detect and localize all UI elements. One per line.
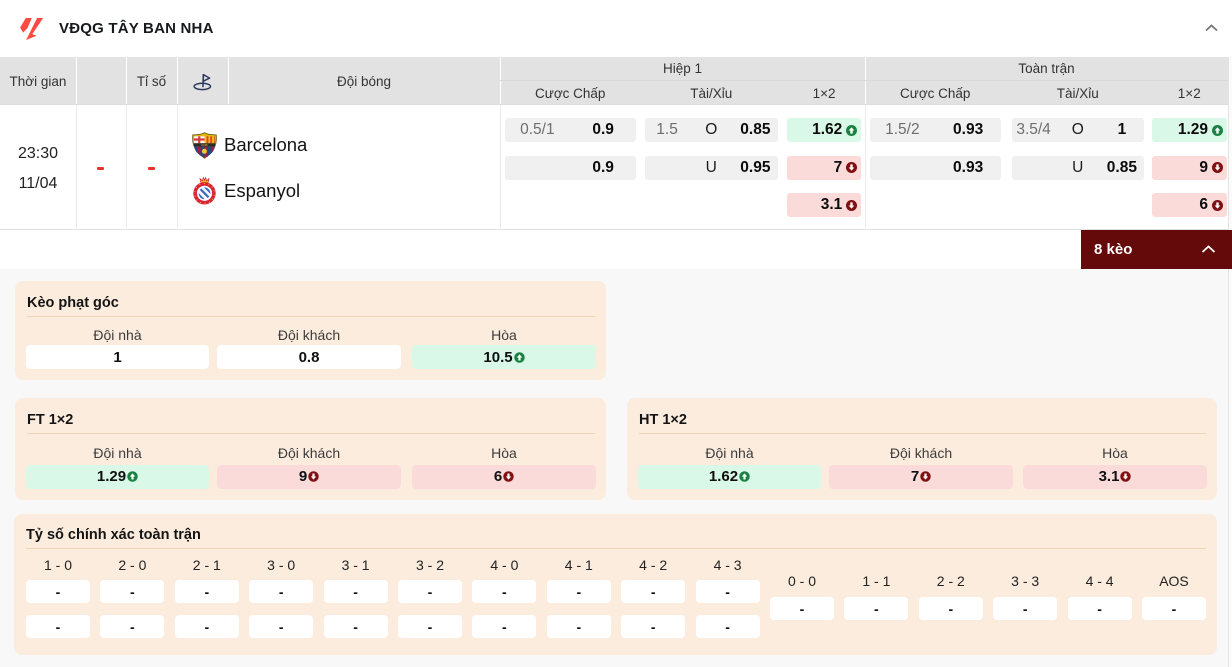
svg-text:FCB: FCB (201, 143, 207, 147)
